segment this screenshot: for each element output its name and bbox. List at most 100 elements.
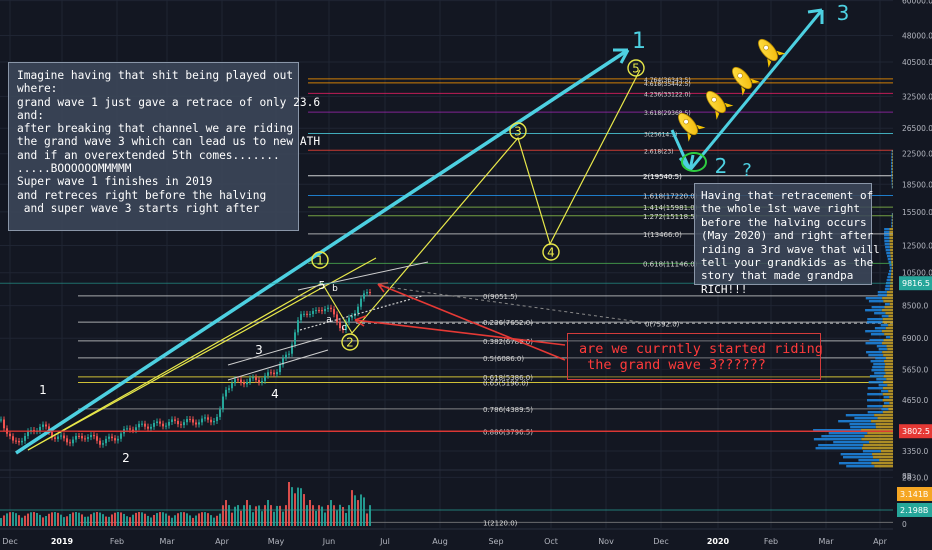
volume-profile-bar — [888, 390, 893, 393]
volume-bar — [63, 517, 65, 526]
volume-bar — [45, 515, 47, 526]
volume-profile-bar — [886, 279, 891, 282]
volume-profile-bar — [862, 450, 881, 453]
volume-profile-bar — [865, 330, 882, 333]
fib-level-label: 3.618(29368.5) — [644, 110, 691, 117]
volume-badge-label: 3.141B — [900, 490, 928, 499]
rocket-body — [706, 90, 726, 114]
fib-level-label: 4.618(35442.5) — [644, 81, 691, 88]
price-candle — [312, 311, 314, 314]
volume-profile-bar — [884, 240, 890, 243]
big-wave-1: 1 — [632, 29, 646, 54]
volume-bar — [114, 512, 116, 526]
volume-profile-bar — [883, 339, 893, 342]
volume-bar — [108, 516, 110, 526]
volume-profile-bar — [892, 153, 893, 156]
price-candle — [216, 416, 218, 422]
fib-level-label: 1.272(15118.5) — [643, 213, 698, 221]
volume-profile-bar — [875, 426, 893, 429]
time-axis-tick: Jun — [322, 537, 336, 546]
price-badge — [899, 276, 932, 291]
volume-profile-bar — [886, 378, 893, 381]
price-candle — [306, 313, 308, 315]
price-candle — [117, 438, 119, 441]
volume-bar — [231, 512, 233, 526]
volume-profile-bar — [867, 405, 883, 408]
price-candle — [228, 388, 230, 390]
volume-profile-bar — [850, 426, 876, 429]
price-candle — [12, 436, 14, 441]
volume-bar — [51, 512, 53, 526]
price-candle — [285, 354, 287, 358]
volume-profile-bar — [888, 261, 892, 264]
volume-bar — [195, 515, 197, 526]
volume-bar — [48, 513, 50, 526]
time-axis-tick: Dec — [2, 537, 17, 546]
price-candle — [63, 435, 65, 439]
volume-profile-bar — [889, 402, 893, 405]
price-candle — [15, 440, 17, 442]
volume-profile-bar — [867, 432, 893, 435]
volume-profile-bar — [889, 396, 893, 399]
volume-profile-bar — [871, 462, 893, 465]
circled-wave-1: 1 — [316, 254, 324, 268]
price-candle — [369, 291, 371, 293]
volume-profile-bar — [892, 177, 893, 180]
volume-bar — [15, 513, 17, 526]
wave-arrow-line — [688, 9, 824, 171]
volume-bar — [135, 512, 137, 526]
price-candle — [246, 381, 248, 385]
volume-bar — [225, 500, 227, 526]
rocket-icon — [678, 112, 706, 142]
rocket-icon — [758, 38, 786, 68]
volume-profile-bar — [887, 348, 893, 351]
volume-profile-bar — [877, 417, 893, 420]
price-axis-tick: 26500.0 — [902, 124, 932, 133]
price-badge-label: 9816.5 — [902, 279, 930, 288]
volume-bar — [189, 515, 191, 526]
volume-bar — [90, 514, 92, 526]
volume-bar — [339, 504, 341, 526]
rocket-body — [732, 66, 752, 90]
volume-bar — [168, 515, 170, 526]
volume-profile-bar — [889, 288, 893, 291]
price-candle — [267, 372, 269, 376]
price-candle — [54, 437, 56, 439]
volume-profile-bar — [891, 219, 893, 222]
volume-profile-bar — [892, 216, 893, 219]
volume-profile-bar — [882, 411, 893, 414]
circled-wave-4-circle — [542, 243, 560, 261]
volume-profile-bar — [873, 456, 893, 459]
volume-profile-bar — [884, 237, 890, 240]
volume-bar — [207, 513, 209, 526]
time-axis-tick: Mar — [159, 537, 175, 546]
time-axis-tick: Sep — [488, 537, 503, 546]
volume-profile-bar — [890, 252, 893, 255]
volume-bar — [72, 512, 74, 526]
volume-bar — [315, 510, 317, 526]
volume-bar — [180, 512, 182, 526]
volume-profile-bar — [871, 420, 893, 423]
volume-bar — [0, 518, 2, 526]
price-candle — [87, 437, 89, 439]
volume-profile-bar — [883, 381, 893, 384]
price-candle — [81, 436, 83, 439]
volume-bar — [27, 513, 29, 526]
volume-profile-bar — [872, 366, 885, 369]
volume-profile-bar — [818, 444, 864, 447]
volume-profile-bar — [884, 303, 890, 306]
volume-profile-bar — [883, 375, 893, 378]
minor-channel-line — [297, 261, 429, 291]
fib-level-label: 0.5(6086.0) — [483, 355, 524, 363]
price-axis-tick: 6900.0 — [902, 334, 928, 343]
volume-bar — [75, 512, 77, 526]
volume-profile-bar — [879, 459, 893, 462]
volume-bar — [99, 512, 101, 526]
price-candle — [159, 421, 161, 424]
volume-profile-bar — [888, 324, 893, 327]
volume-bar — [204, 512, 206, 526]
time-axis-tick: May — [268, 537, 285, 546]
volume-profile-bar — [891, 162, 893, 165]
price-candle — [111, 436, 113, 439]
volume-bar — [279, 505, 281, 526]
